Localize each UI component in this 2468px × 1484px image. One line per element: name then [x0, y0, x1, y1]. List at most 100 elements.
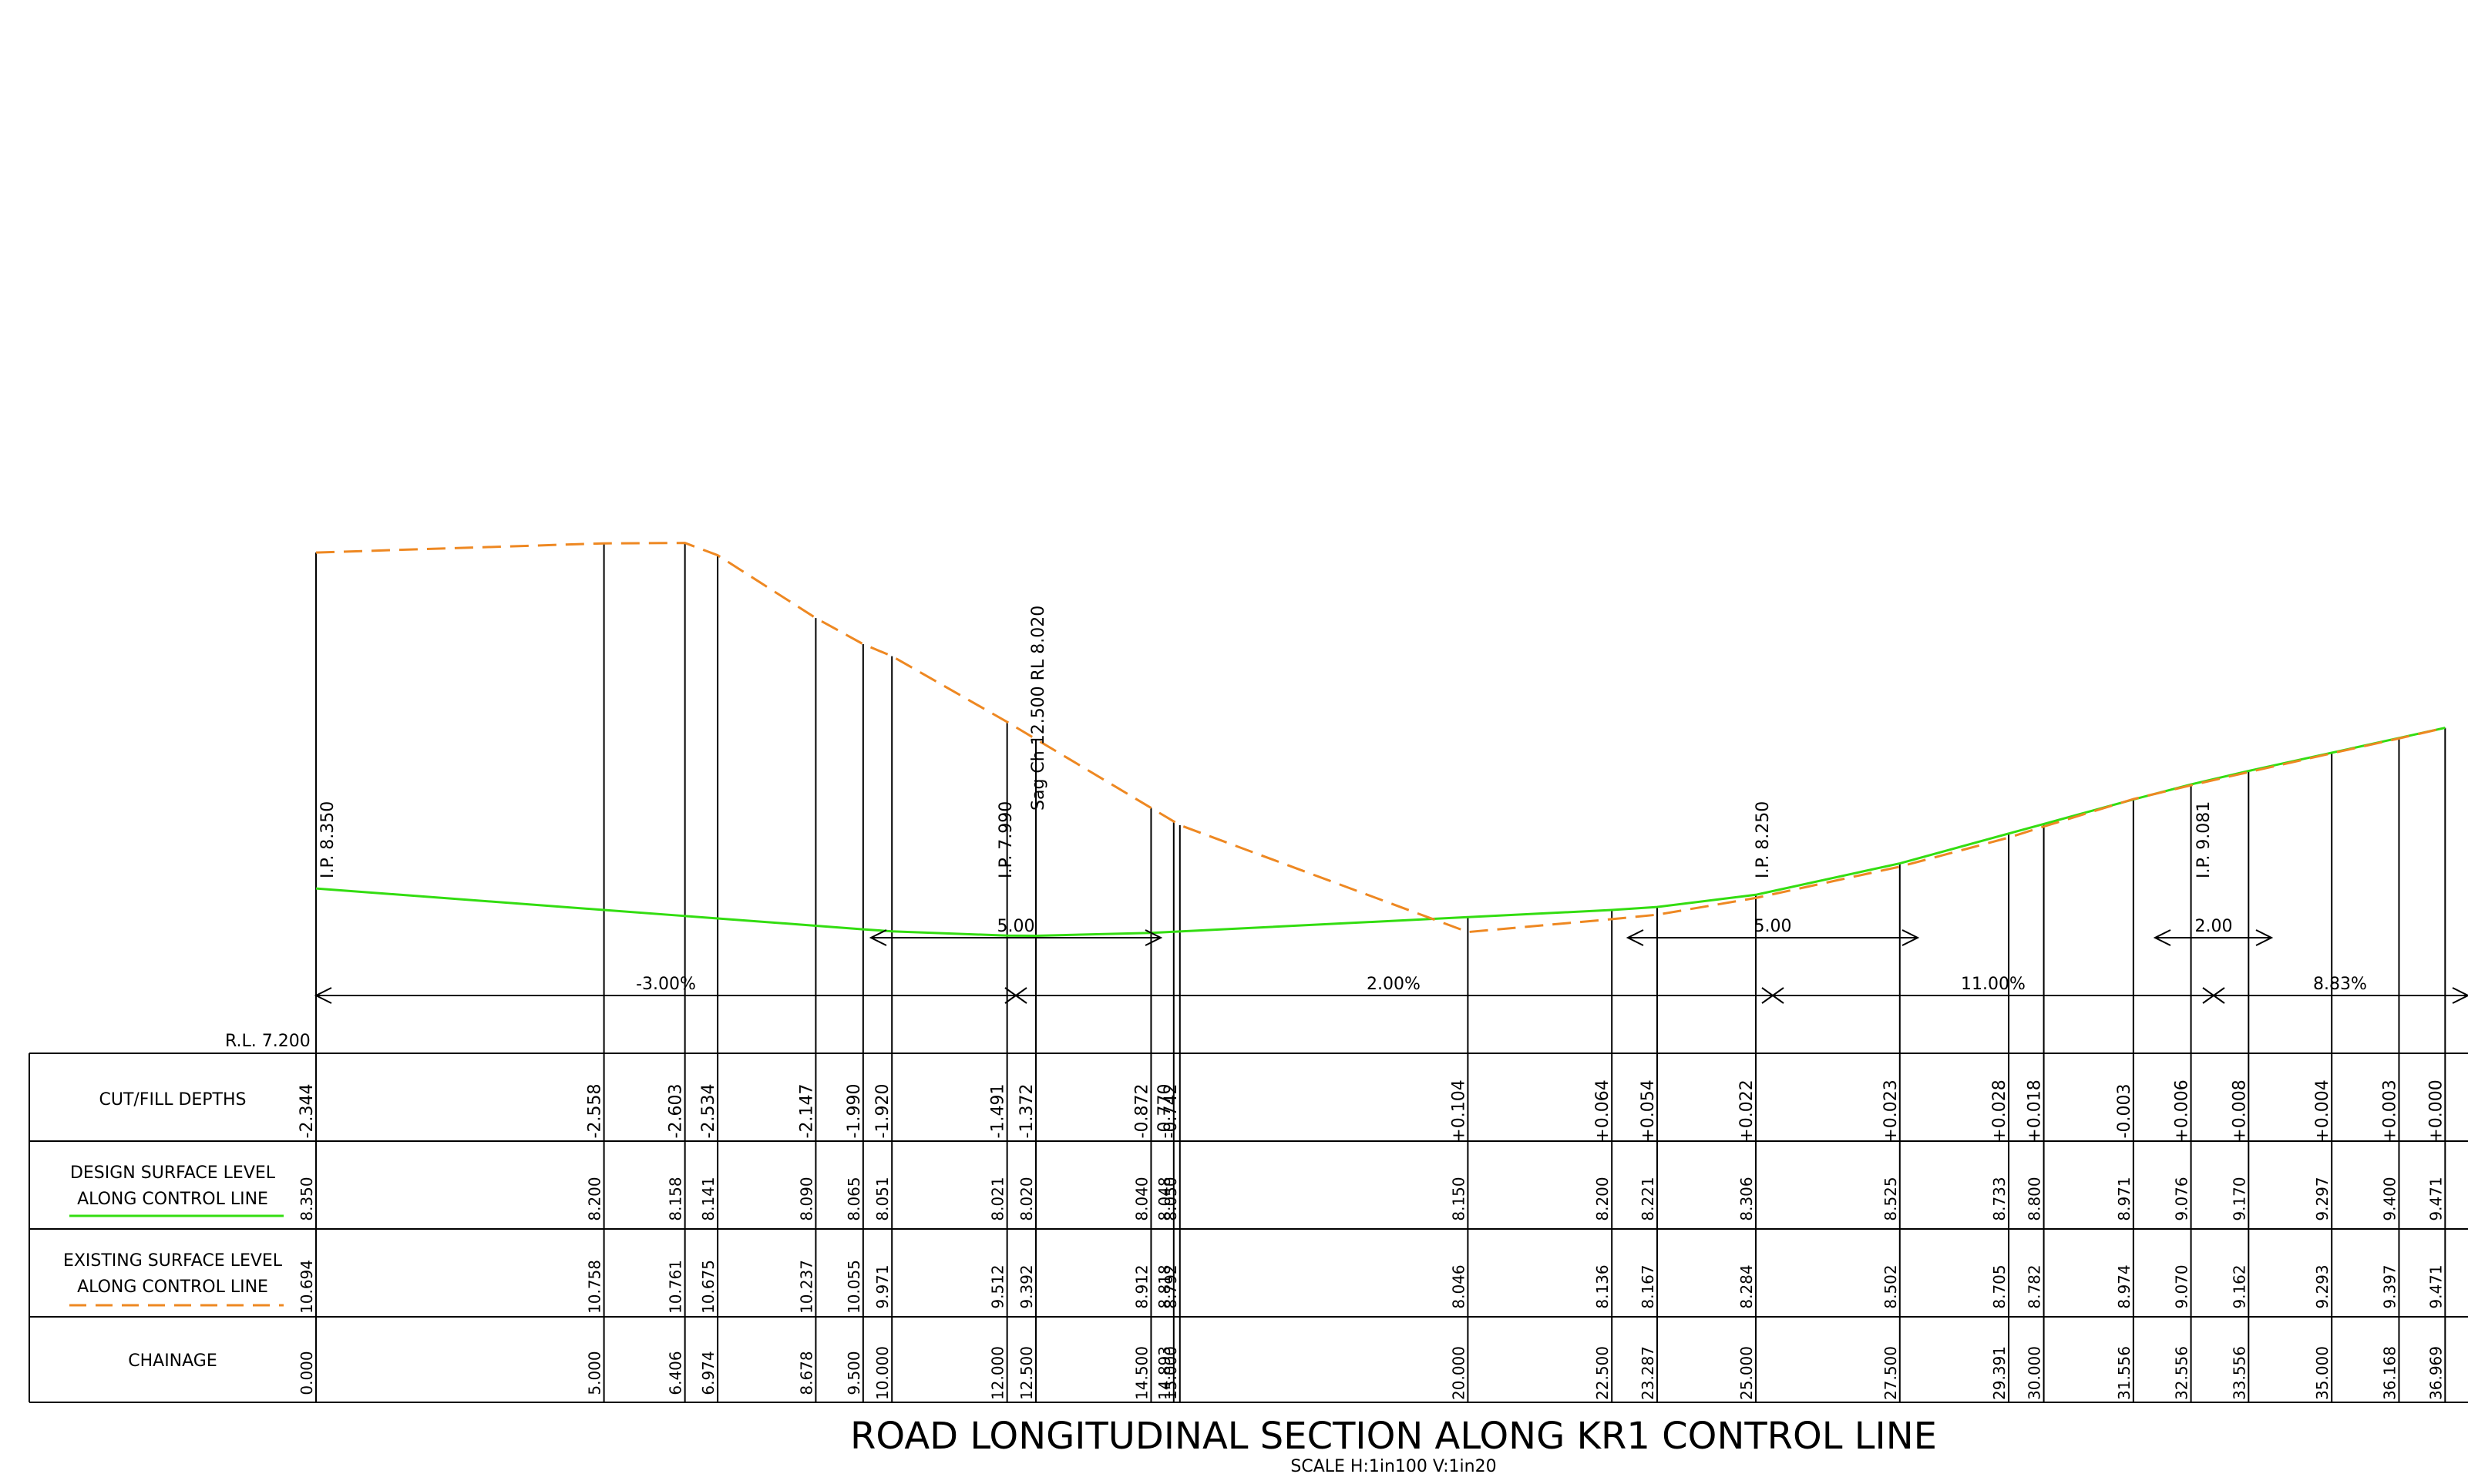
existing-level-value: 10.675: [699, 1260, 718, 1314]
chainage-value: 10.000: [873, 1346, 892, 1400]
design-surface-profile: [315, 727, 2446, 937]
chainage-value: 22.500: [1593, 1346, 1612, 1400]
cut-fill-value: +0.064: [1593, 1079, 1612, 1142]
row-label-design-1: DESIGN SURFACE LEVEL: [70, 1163, 276, 1183]
chainage-value: 27.500: [1881, 1346, 1900, 1400]
design-level-value: 8.525: [1881, 1177, 1900, 1220]
cut-fill-value: -0.770: [1155, 1084, 1175, 1139]
design-level-value: 8.733: [1990, 1177, 2009, 1220]
chainage-value: 8.678: [797, 1351, 815, 1395]
cut-fill-value: -1.920: [873, 1084, 893, 1139]
chainage-value: 31.556: [2115, 1346, 2133, 1400]
cut-fill-value: +0.054: [1639, 1079, 1658, 1142]
cut-fill-value: -2.558: [586, 1084, 605, 1139]
sag-label: Sag Ch 12.500 RL 8.020: [1029, 606, 1048, 811]
chainage-value: 32.556: [2173, 1346, 2191, 1400]
vc-length-1: 5.00: [997, 917, 1035, 936]
chainage-value: 30.000: [2026, 1346, 2044, 1400]
cut-fill-value: +0.008: [2230, 1079, 2249, 1142]
cut-fill-value: -1.491: [989, 1084, 1008, 1139]
chainage-value: 14.500: [1132, 1346, 1151, 1400]
existing-level-value: 8.167: [1639, 1264, 1657, 1308]
existing-level-value: 9.293: [2313, 1264, 2332, 1308]
existing-level-value: 10.761: [667, 1260, 685, 1314]
cut-fill-value: +0.006: [2173, 1079, 2192, 1142]
ip-label-2: I.P. 7.990: [997, 801, 1016, 878]
design-level-value: 8.065: [845, 1177, 863, 1220]
chainage-value: 35.000: [2313, 1346, 2332, 1400]
design-level-value: 8.050: [1162, 1177, 1180, 1220]
cut-fill-value: +0.022: [1737, 1079, 1757, 1142]
design-level-value: 8.306: [1737, 1177, 1756, 1220]
chainage-value: 23.287: [1639, 1346, 1657, 1400]
cut-fill-value: -0.872: [1132, 1084, 1152, 1139]
design-level-value: 8.020: [1017, 1177, 1036, 1220]
design-level-value: 8.150: [1449, 1177, 1468, 1220]
vc-length-3: 2.00: [2195, 917, 2233, 936]
chainage-value: 33.556: [2230, 1346, 2248, 1400]
design-level-value: 8.221: [1639, 1177, 1657, 1220]
design-level-value: 9.400: [2380, 1177, 2399, 1220]
existing-level-value: 8.046: [1449, 1264, 1468, 1308]
design-level-value: 8.971: [2115, 1177, 2133, 1220]
design-level-value: 8.048: [1155, 1177, 1174, 1220]
existing-level-value: 8.782: [2026, 1264, 2044, 1308]
existing-level-value: 10.237: [797, 1260, 815, 1314]
cut-fill-value: -2.603: [667, 1084, 686, 1139]
design-level-value: 8.021: [989, 1177, 1007, 1220]
chainage-value: 20.000: [1449, 1346, 1468, 1400]
design-level-value: 8.158: [667, 1177, 685, 1220]
row-label-existing-2: ALONG CONTROL LINE: [77, 1278, 268, 1297]
cut-fill-value: -1.990: [845, 1084, 864, 1139]
cut-fill-value: -2.344: [298, 1084, 317, 1139]
cut-fill-value: +0.004: [2313, 1079, 2332, 1142]
row-label-existing-1: EXISTING SURFACE LEVEL: [63, 1251, 283, 1271]
cut-fill-value: -1.372: [1017, 1084, 1037, 1139]
existing-level-value: 9.392: [1017, 1264, 1036, 1308]
chainage-value: 6.974: [699, 1351, 718, 1395]
design-level-value: 8.200: [1593, 1177, 1612, 1220]
chainage-value: 36.969: [2426, 1346, 2445, 1400]
cut-fill-value: +0.104: [1449, 1079, 1468, 1142]
cut-fill-value: -0.003: [2115, 1084, 2134, 1139]
existing-level-value: 8.705: [1990, 1264, 2009, 1308]
drawing-title: ROAD LONGITUDINAL SECTION ALONG KR1 CONT…: [850, 1415, 1937, 1458]
existing-level-value: 8.502: [1881, 1264, 1900, 1308]
cut-fill-value: -0.742: [1162, 1084, 1181, 1139]
design-level-value: 8.051: [873, 1177, 892, 1220]
grade-dimension-line: [314, 987, 2468, 1004]
grade-label-1: -3.00%: [636, 975, 696, 994]
existing-level-value: 8.974: [2115, 1264, 2133, 1308]
existing-level-value: 10.758: [586, 1260, 604, 1314]
ip-label-1: I.P. 8.350: [318, 801, 338, 878]
ip-label-4: I.P. 9.081: [2194, 801, 2214, 878]
vc-length-2: 5.00: [1754, 917, 1792, 936]
data-table: [29, 1053, 2468, 1403]
chainage-value: 9.500: [845, 1351, 863, 1395]
existing-level-value: 9.397: [2380, 1264, 2399, 1308]
cut-fill-value: +0.028: [1990, 1079, 2009, 1142]
design-level-value: 9.170: [2230, 1177, 2248, 1220]
existing-level-value: 9.070: [2173, 1264, 2191, 1308]
ip-label-3: I.P. 8.250: [1753, 801, 1773, 878]
existing-level-value: 8.818: [1155, 1264, 1174, 1308]
existing-level-value: 10.694: [298, 1260, 316, 1314]
existing-level-value: 9.162: [2230, 1264, 2248, 1308]
table-values: -2.344 8.350 10.694 0.000 -2.558 8.200 10.758 5…: [298, 1079, 2446, 1400]
design-level-value: 8.200: [586, 1177, 604, 1220]
design-level-value: 9.076: [2173, 1177, 2191, 1220]
existing-level-value: 8.792: [1162, 1264, 1180, 1308]
existing-level-value: 9.471: [2426, 1264, 2445, 1308]
grade-label-4: 8.83%: [2313, 975, 2367, 994]
row-label-chainage: CHAINAGE: [128, 1351, 217, 1371]
existing-level-value: 8.284: [1737, 1264, 1756, 1308]
existing-level-value: 9.971: [873, 1264, 892, 1308]
vc-dimension-2: [1626, 929, 1920, 946]
cut-fill-value: -2.147: [797, 1084, 816, 1139]
chainage-value: 5.000: [586, 1351, 604, 1395]
chainage-value: 36.168: [2380, 1346, 2399, 1400]
existing-level-value: 9.512: [989, 1264, 1007, 1308]
vc-dimension-3: [2153, 929, 2274, 946]
design-level-value: 8.090: [797, 1177, 815, 1220]
